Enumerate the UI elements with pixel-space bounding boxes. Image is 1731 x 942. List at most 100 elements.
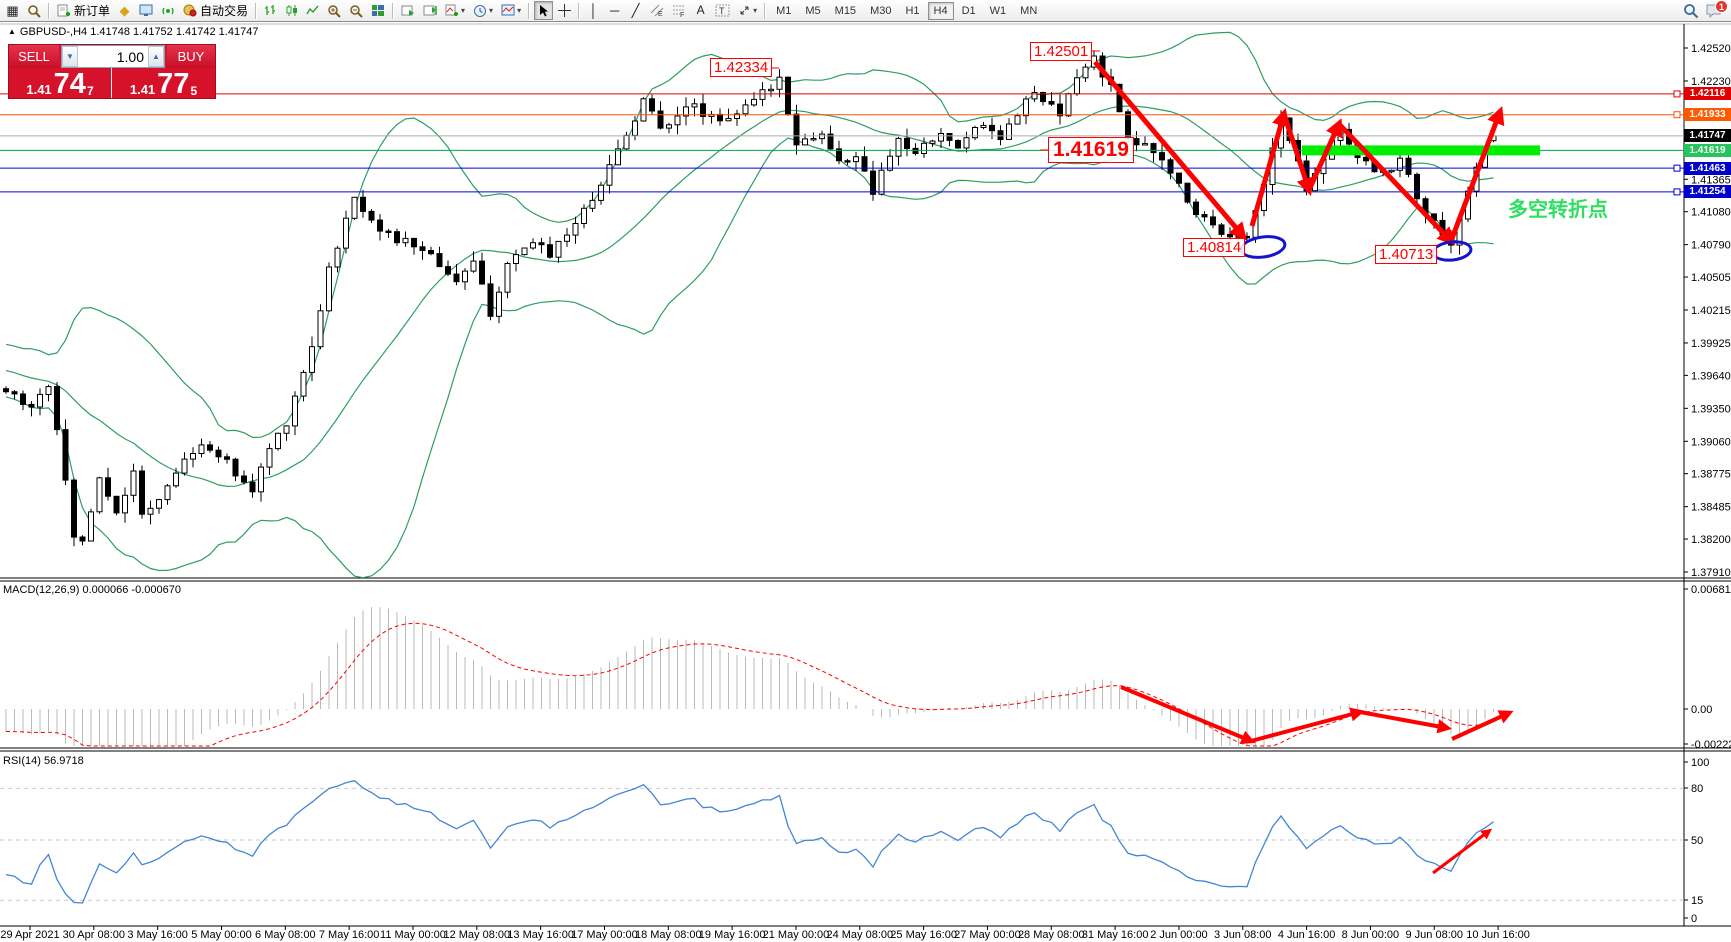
buy-price[interactable]: 1.41 77 5: [112, 68, 215, 99]
candle-body: [980, 124, 987, 129]
price-annotation-label[interactable]: 1.40713: [1375, 245, 1438, 264]
indicators-button[interactable]: ▾: [442, 1, 468, 20]
chinese-note-text[interactable]: 多空转折点: [1508, 199, 1608, 221]
timeframe-M5[interactable]: M5: [805, 4, 821, 17]
candle-body: [54, 386, 60, 431]
buy-button[interactable]: BUY: [167, 45, 215, 68]
date-label: 21 May 00:00: [763, 929, 830, 941]
templates-button[interactable]: ▾: [498, 1, 524, 20]
candle-body: [207, 444, 213, 451]
auto-scroll-button[interactable]: [398, 1, 418, 20]
trend-arrow[interactable]: [1337, 122, 1456, 246]
signals-button[interactable]: [158, 1, 178, 20]
price-annotation-label[interactable]: 1.41619: [1048, 137, 1134, 163]
highlight-ellipse[interactable]: [1431, 240, 1473, 262]
candle-body: [921, 142, 927, 155]
timeframe-W1[interactable]: W1: [989, 4, 1007, 17]
auto-trading-button[interactable]: 自动交易: [180, 1, 251, 20]
line-handle[interactable]: [1673, 164, 1681, 172]
data-window-button[interactable]: [136, 1, 156, 20]
ohlc-text: GBPUSD-,H4 1.41748 1.41752 1.41742 1.417…: [19, 26, 259, 38]
trendline-button[interactable]: ╱: [626, 1, 645, 20]
timeframe-M1[interactable]: M1: [776, 4, 792, 17]
templates-icon: [501, 4, 515, 16]
zoom-out-button[interactable]: [346, 1, 366, 20]
candle-body: [1397, 157, 1403, 171]
periods-button[interactable]: ▾: [470, 1, 496, 20]
horizontal-line-button[interactable]: ─: [605, 1, 624, 20]
search-button[interactable]: [1680, 1, 1702, 20]
macd-trend-arrow[interactable]: [1359, 710, 1452, 734]
candle-body: [827, 133, 834, 150]
line-handle[interactable]: [1673, 90, 1681, 98]
candle-body: [351, 196, 358, 219]
candle-body: [394, 231, 400, 244]
trend-arrow[interactable]: [1306, 118, 1343, 192]
candle-body: [249, 481, 256, 493]
equidistant-channel-button[interactable]: E: [647, 1, 667, 20]
notifications-button[interactable]: 1: [1703, 0, 1728, 20]
timeframe-H4[interactable]: H4: [927, 1, 954, 20]
tile-windows-button[interactable]: [368, 1, 388, 20]
new-chart-button[interactable]: ▦: [3, 1, 22, 20]
price-annotation-label[interactable]: 1.42334: [710, 58, 773, 77]
timeframe-M15[interactable]: M15: [834, 4, 857, 17]
candle-body: [623, 134, 630, 150]
zoom-in-button[interactable]: [324, 1, 344, 20]
candle-body: [904, 137, 910, 149]
svg-text:T: T: [719, 6, 725, 16]
fibonacci-button[interactable]: F: [669, 1, 689, 20]
timeframe-D1[interactable]: D1: [961, 4, 976, 17]
collapse-triangle-icon[interactable]: ▲: [8, 27, 16, 36]
line-chart-button[interactable]: [303, 1, 322, 20]
bar-chart-button[interactable]: [261, 1, 280, 20]
volume-input[interactable]: 1.00: [116, 48, 144, 65]
main-pane[interactable]: [3, 31, 1497, 578]
rsi-pane-label: RSI(14) 56.9718: [3, 755, 84, 767]
profiles-magnifier-icon: [28, 4, 41, 18]
arrows-button[interactable]: ▾: [735, 1, 760, 20]
trend-arrow[interactable]: [1249, 107, 1290, 227]
price-tick-label: 1.41080: [1691, 207, 1731, 219]
new-order-button[interactable]: 新订单: [54, 1, 113, 20]
timeframe-M30[interactable]: M30: [870, 4, 892, 17]
text-label-button[interactable]: T: [712, 1, 733, 20]
vertical-line-button[interactable]: │: [584, 1, 603, 20]
bollinger-lower-band: [5, 137, 1494, 578]
profiles-button[interactable]: [24, 1, 44, 20]
price-tick-label: 1.42230: [1691, 76, 1731, 88]
chart-shift-button[interactable]: [420, 1, 440, 20]
sell-button[interactable]: SELL: [9, 45, 59, 68]
crosshair-button[interactable]: [555, 1, 574, 20]
timeframe-H1[interactable]: H1: [905, 4, 920, 17]
market-watch-button[interactable]: ◆: [115, 1, 134, 20]
trend-arrow[interactable]: [1093, 60, 1248, 241]
sell-price[interactable]: 1.41 74 7: [9, 68, 112, 99]
candle-body: [1142, 143, 1148, 146]
volume-decrease-spinner[interactable]: ▼: [62, 46, 78, 67]
trend-arrow[interactable]: [1281, 113, 1314, 196]
bollinger-middle-band: [5, 105, 1494, 488]
text-button[interactable]: A: [691, 1, 710, 20]
date-label: 8 Jun 00:00: [1342, 929, 1400, 941]
candle-body: [989, 124, 995, 132]
cursor-button[interactable]: [534, 1, 554, 20]
trend-arrow[interactable]: [1448, 106, 1505, 242]
indicators-icon: [445, 4, 459, 16]
candle-body: [1006, 123, 1012, 140]
macd-trend-arrow[interactable]: [1250, 707, 1365, 743]
candle-body: [1116, 83, 1123, 113]
date-label: 28 May 08:00: [1018, 929, 1085, 941]
line-handle[interactable]: [1673, 111, 1681, 119]
timeframe-MN[interactable]: MN: [1020, 4, 1038, 17]
price-annotation-label[interactable]: 1.42501: [1030, 42, 1093, 61]
price-annotation-label[interactable]: 1.40814: [1183, 238, 1246, 257]
macd-trend-arrow[interactable]: [1451, 710, 1514, 741]
rsi-trend-arrow[interactable]: [1432, 828, 1493, 875]
macd-trend-arrow[interactable]: [1120, 685, 1256, 745]
line-handle[interactable]: [1673, 188, 1681, 196]
candlestick-chart-button[interactable]: [282, 1, 301, 20]
volume-increase-spinner[interactable]: ▲: [148, 46, 164, 67]
green-support-zone[interactable]: [1302, 145, 1540, 156]
